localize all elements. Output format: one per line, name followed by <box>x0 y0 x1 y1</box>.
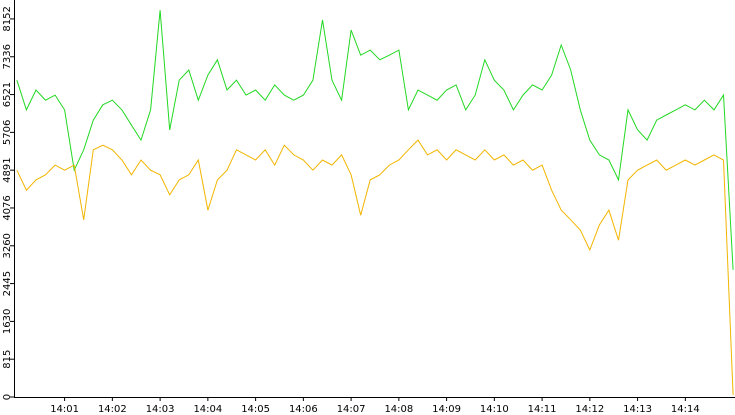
x-tick-label: 14:10 <box>480 404 509 415</box>
x-tick-label: 14:12 <box>575 404 604 415</box>
data-line <box>16 10 734 270</box>
x-tick-label: 14:02 <box>98 404 127 415</box>
y-tick-label: 1630 <box>2 309 13 334</box>
x-tick-label: 14:04 <box>193 404 222 415</box>
x-tick-label: 14:14 <box>671 404 700 415</box>
x-tick-label: 14:13 <box>623 404 652 415</box>
y-tick-label: 5706 <box>2 120 13 145</box>
x-tick-label: 14:11 <box>528 404 557 415</box>
y-tick-label: 7336 <box>2 44 13 69</box>
y-tick-label: 0 <box>2 394 13 400</box>
y-tick-label: 3260 <box>2 233 13 258</box>
x-tick-label: 14:01 <box>50 404 79 415</box>
y-tick-label: 6521 <box>2 82 13 107</box>
y-tick-label: 2445 <box>2 271 13 296</box>
x-tick-label: 14:06 <box>289 404 318 415</box>
x-tick-label: 14:07 <box>337 404 366 415</box>
x-tick-label: 14:09 <box>432 404 461 415</box>
y-tick-label: 815 <box>2 350 13 369</box>
x-tick-label: 14:03 <box>146 404 175 415</box>
y-tick-label: 8152 <box>2 6 13 31</box>
y-tick-label: 4076 <box>2 195 13 220</box>
x-tick-label: 14:05 <box>241 404 270 415</box>
x-tick-label: 14:08 <box>384 404 413 415</box>
data-line <box>16 139 734 396</box>
y-tick-label: 4891 <box>2 157 13 182</box>
